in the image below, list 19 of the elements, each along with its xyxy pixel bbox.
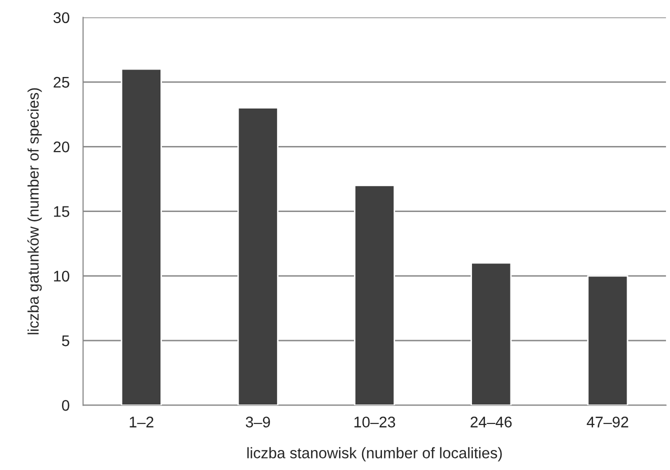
y-tick-label: 30 bbox=[53, 12, 70, 24]
y-axis-title: liczba gatunków (number of species) bbox=[27, 88, 42, 334]
bar bbox=[120, 68, 162, 406]
y-tick-label: 5 bbox=[62, 336, 70, 346]
x-axis-title: liczba stanowisk (number of localities) bbox=[247, 447, 502, 462]
y-tick-label: 25 bbox=[54, 76, 70, 88]
x-tick-label: 3–9 bbox=[246, 416, 270, 428]
bar bbox=[470, 262, 512, 406]
x-tick-label: 1–2 bbox=[130, 416, 154, 428]
y-tick-label: 10 bbox=[54, 270, 70, 282]
x-tick-label: 47–92 bbox=[586, 416, 628, 428]
bar bbox=[237, 107, 278, 406]
bar bbox=[587, 275, 628, 406]
y-tick-label: 20 bbox=[54, 142, 70, 152]
y-tick-label: 0 bbox=[62, 400, 70, 411]
bar bbox=[354, 184, 396, 406]
y-tick-label: 15 bbox=[54, 206, 70, 217]
x-tick-label: 24–46 bbox=[470, 416, 512, 428]
x-tick-label: 10–23 bbox=[354, 416, 396, 428]
